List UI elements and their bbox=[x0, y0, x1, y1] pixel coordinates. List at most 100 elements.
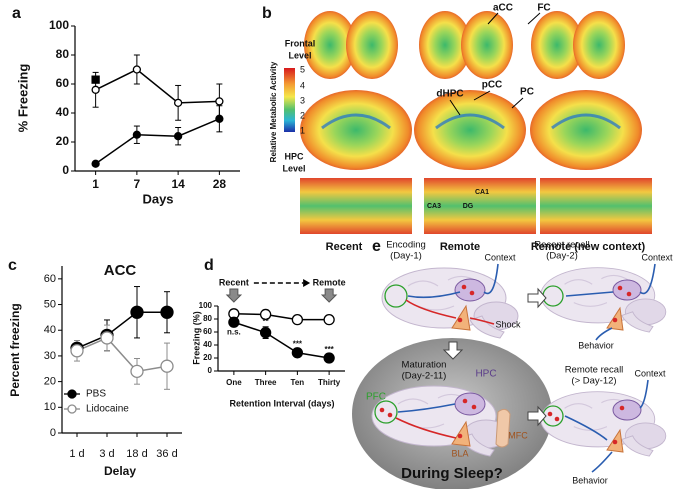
colorbar-tick: 2 bbox=[300, 110, 305, 120]
shock-arrow bbox=[469, 317, 495, 325]
context-arrow bbox=[639, 263, 656, 295]
y-tick-label: 30 bbox=[44, 350, 56, 362]
pointer bbox=[487, 12, 499, 25]
row-label: Level bbox=[288, 50, 311, 60]
pfc bbox=[374, 284, 564, 427]
y-tick-label: 40 bbox=[203, 340, 212, 349]
stage-label: Remote recall bbox=[565, 365, 624, 376]
brain bbox=[540, 267, 667, 333]
x-tick-label: 28 bbox=[213, 177, 227, 191]
brain-slice bbox=[531, 11, 583, 79]
behavior-arrow bbox=[591, 451, 613, 473]
panel-letter: e bbox=[372, 238, 381, 255]
x-tick-label: Thirty bbox=[318, 378, 341, 387]
column-label: Remote (new context) bbox=[531, 241, 646, 253]
y-tick-label: 60 bbox=[44, 273, 56, 285]
series-line bbox=[95, 68, 220, 104]
hpc-slice bbox=[300, 90, 642, 170]
y-tick-label: 20 bbox=[203, 353, 212, 362]
colorbar-tick: 5 bbox=[300, 64, 305, 74]
brain-slice bbox=[414, 90, 526, 170]
pfc-circle bbox=[374, 400, 398, 424]
row-label: HPC bbox=[284, 151, 304, 161]
row-label: Level bbox=[282, 163, 305, 173]
marker bbox=[91, 159, 100, 168]
y-tick-label: 80 bbox=[203, 314, 212, 323]
hpc bbox=[454, 278, 642, 421]
marker bbox=[100, 331, 114, 345]
mfc-shape bbox=[495, 408, 511, 448]
series-line bbox=[76, 337, 168, 373]
cue-label: Context bbox=[634, 368, 666, 378]
pathways bbox=[395, 263, 656, 473]
cue-label: Context bbox=[484, 252, 516, 262]
context-arrow bbox=[483, 263, 499, 295]
hpc-pfc-arrow bbox=[397, 403, 456, 413]
stage-label: (Day-2) bbox=[546, 251, 578, 262]
x-tick-label: One bbox=[226, 378, 242, 387]
stage-label: Maturation bbox=[402, 360, 447, 371]
x-tick-label: 36 d bbox=[156, 448, 177, 460]
stage-arrow bbox=[527, 287, 547, 309]
stage-label: Encoding bbox=[386, 240, 426, 251]
y-tick-label: 20 bbox=[56, 134, 70, 148]
region-label: BLA bbox=[451, 448, 468, 458]
hpc-shape bbox=[454, 392, 486, 416]
y-tick-label: 0 bbox=[62, 163, 69, 177]
x-axis-label: Retention Interval (days) bbox=[229, 398, 334, 408]
marker bbox=[215, 97, 224, 106]
series-line bbox=[233, 313, 330, 321]
engram-cells bbox=[379, 284, 632, 445]
y-tick-label: 10 bbox=[44, 401, 56, 413]
cue-label: Context bbox=[641, 252, 673, 262]
timeline-arrow bbox=[320, 288, 338, 303]
x-axis-label: Delay bbox=[104, 464, 136, 478]
x-tick-label: Ten bbox=[291, 378, 305, 387]
marker bbox=[173, 132, 183, 141]
y-tick-label: 0 bbox=[208, 366, 213, 375]
colorbar-title: Relative Metabolic Activity bbox=[269, 61, 278, 162]
hpc-pfc-arrow bbox=[565, 291, 614, 297]
pfc-bla-arrow bbox=[564, 415, 608, 441]
significance-label: n.s. bbox=[227, 327, 241, 336]
hpc-shape bbox=[612, 399, 642, 421]
panel-letter: d bbox=[204, 257, 214, 274]
y-tick-label: 60 bbox=[56, 76, 70, 90]
timeline-arrow bbox=[225, 288, 243, 303]
stage-arrow bbox=[527, 405, 547, 427]
hpc-shape bbox=[454, 278, 486, 302]
panel-letter: c bbox=[8, 257, 17, 274]
stage-label: (> Day-12) bbox=[571, 376, 616, 387]
region-label: PC bbox=[520, 87, 534, 98]
row-label: Frontal bbox=[285, 38, 316, 48]
output-label: Behavior bbox=[578, 340, 614, 350]
y-axis-label: Freezing (%) bbox=[191, 311, 201, 365]
behavior-arrow bbox=[595, 327, 613, 341]
marker bbox=[259, 308, 272, 321]
series-line bbox=[76, 311, 167, 349]
x-tick-label: 3 d bbox=[99, 448, 114, 460]
y-tick-label: 100 bbox=[49, 18, 69, 32]
cue-label: Shock bbox=[495, 319, 521, 329]
region-label: dHPC bbox=[436, 89, 463, 100]
y-tick-label: 0 bbox=[50, 427, 56, 439]
timeline-label: Recent bbox=[219, 277, 249, 287]
question: During Sleep? bbox=[401, 465, 503, 482]
brain-slice bbox=[530, 90, 642, 170]
region-label: aCC bbox=[493, 3, 513, 14]
region-label: pCC bbox=[482, 80, 503, 91]
legend-marker bbox=[67, 404, 77, 414]
colorbar bbox=[284, 68, 295, 132]
x-tick-label: 7 bbox=[134, 177, 141, 191]
brain-slice bbox=[419, 11, 471, 79]
pointer bbox=[473, 90, 491, 101]
x-tick-label: Three bbox=[255, 378, 277, 387]
y-tick-label: 60 bbox=[203, 327, 212, 336]
marker bbox=[323, 313, 335, 326]
region-label: HPC bbox=[475, 369, 496, 380]
hippocampus-strip bbox=[300, 178, 412, 234]
brain-slice bbox=[461, 11, 513, 79]
panel-b: b 5 4 3 2 1 Relative Metabolic Activity … bbox=[262, 3, 652, 253]
y-tick-label: 100 bbox=[199, 301, 213, 310]
